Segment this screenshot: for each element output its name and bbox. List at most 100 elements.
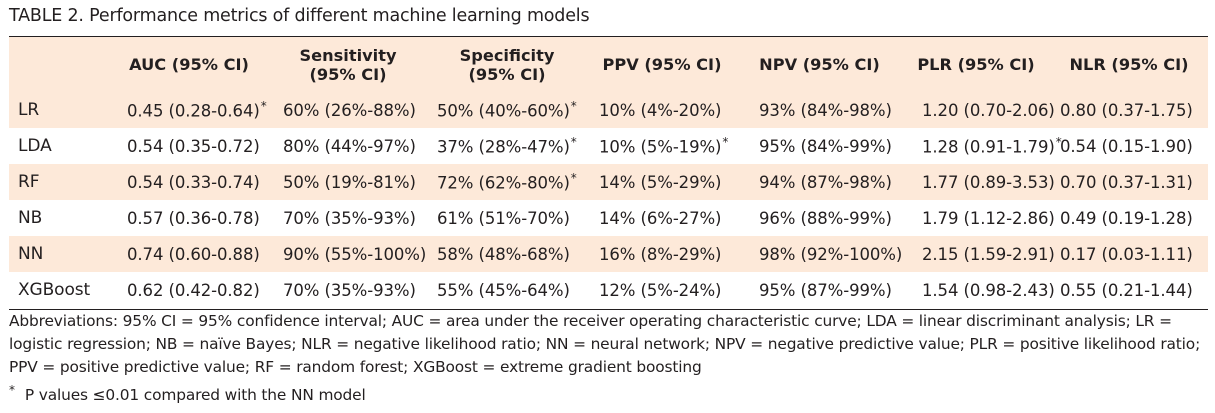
sensitivity-cell: 70% (35%-93%) (269, 200, 427, 236)
row-band (9, 272, 1208, 308)
row-band (9, 236, 1208, 272)
cell-value: 10% (5%-19%) (599, 137, 722, 157)
cell-value: 0.74 (0.60-0.88) (127, 244, 260, 264)
npv-cell: 96% (88%-99%) (737, 200, 902, 236)
cell-value: 95% (84%-99%) (759, 136, 892, 156)
ppv-cell: 12% (5%-24%) (587, 272, 737, 308)
col-header-auc: AUC (95% CI) (129, 55, 249, 74)
cell-value: 12% (5%-24%) (599, 280, 722, 300)
model-name-cell: NN (18, 244, 44, 264)
header-row: AUC (95% CI) Sensitivity (95% CI) Specifi… (9, 37, 1208, 92)
table-footnotes: Abbreviations: 95% CI = 95% confidence i… (9, 310, 1214, 407)
cell-value: 0.54 (0.33-0.74) (127, 172, 260, 192)
npv-cell: 98% (92%-100%) (737, 236, 902, 272)
cell-value: 61% (51%-70%) (437, 208, 570, 228)
cell-value: 1.79 (1.12-2.86) (922, 208, 1055, 228)
cell-value: 70% (35%-93%) (283, 280, 416, 300)
specificity-cell: 72% (62%-80%)* (427, 164, 587, 200)
cell-value: 0.55 (0.21-1.44) (1060, 280, 1193, 300)
nlr-cell: 0.17 (0.03-1.11) (1050, 236, 1208, 272)
npv-cell: 94% (87%-98%) (737, 164, 902, 200)
row-band (9, 128, 1208, 164)
nlr-cell: 0.49 (0.19-1.28) (1050, 200, 1208, 236)
cell-value: 37% (28%-47%) (437, 137, 570, 157)
specificity-cell: 37% (28%-47%)* (427, 128, 587, 164)
ppv-cell: 14% (6%-27%) (587, 200, 737, 236)
cell-value: 0.57 (0.36-0.78) (127, 208, 260, 228)
ppv-cell: 10% (4%-20%) (587, 92, 737, 128)
col-header-model (9, 37, 109, 92)
cell-value: 50% (40%-60%) (437, 101, 570, 121)
table-row: LR 0.45 (0.28-0.64)* 60% (26%-88%) 50% (40%… (9, 92, 1208, 128)
model-name-cell: LDA (18, 136, 52, 156)
cell-value: 2.15 (1.59-2.91) (922, 244, 1055, 264)
cell-value: 72% (62%-80%) (437, 173, 570, 193)
cell-value: 0.70 (0.37-1.31) (1060, 172, 1193, 192)
cell-value: 0.49 (0.19-1.28) (1060, 208, 1193, 228)
table-row: NN 0.74 (0.60-0.88) 90% (55%-100%) 58% (48%… (9, 236, 1208, 272)
nlr-cell: 0.70 (0.37-1.31) (1050, 164, 1208, 200)
cell-value: 0.17 (0.03-1.11) (1060, 244, 1193, 264)
cell-value: 16% (8%-29%) (599, 244, 722, 264)
plr-cell: 1.79 (1.12-2.86) (902, 200, 1055, 236)
ppv-cell: 10% (5%-19%)* (587, 128, 737, 164)
auc-cell: 0.57 (0.36-0.78) (109, 200, 269, 236)
col-header-plr: PLR (95% CI) (917, 55, 1035, 74)
table-row: LDA 0.54 (0.35-0.72) 80% (44%-97%) 37% (28%… (9, 128, 1208, 164)
auc-cell: 0.54 (0.33-0.74) (109, 164, 269, 200)
sensitivity-cell: 60% (26%-88%) (269, 92, 427, 128)
table-row: XGBoost 0.62 (0.42-0.82) 70% (35%-93%) 55% … (9, 272, 1208, 308)
table-title: Performance metrics of different machine… (89, 6, 590, 26)
sensitivity-cell: 80% (44%-97%) (269, 128, 427, 164)
model-name-cell: RF (18, 172, 40, 192)
cell-value: 1.54 (0.98-2.43) (922, 280, 1055, 300)
cell-value: 93% (84%-98%) (759, 100, 892, 120)
specificity-cell: 50% (40%-60%)* (427, 92, 587, 128)
col-header-specificity: Specificity (95% CI) (459, 45, 555, 84)
row-band (9, 200, 1208, 236)
plr-cell: 1.28 (0.91-1.79)* (902, 128, 1062, 164)
cell-value: 14% (6%-27%) (599, 208, 722, 228)
col-header-npv: NPV (95% CI) (759, 55, 880, 74)
cell-value: 95% (87%-99%) (759, 280, 892, 300)
col-header-sensitivity: Sensitivity (95% CI) (299, 45, 397, 84)
plr-cell: 1.20 (0.70-2.06) (902, 92, 1055, 128)
cell-value: 14% (5%-29%) (599, 172, 722, 192)
cell-value: 90% (55%-100%) (283, 244, 427, 264)
sensitivity-cell: 50% (19%-81%) (269, 164, 427, 200)
npv-cell: 95% (84%-99%) (737, 128, 902, 164)
specificity-cell: 58% (48%-68%) (427, 236, 587, 272)
cell-value: 50% (19%-81%) (283, 172, 416, 192)
col-header-nlr: NLR (95% CI) (1069, 55, 1189, 74)
plr-cell: 1.54 (0.98-2.43) (902, 272, 1055, 308)
auc-cell: 0.62 (0.42-0.82) (109, 272, 269, 308)
significance-marker: * (1055, 135, 1062, 150)
cell-value: 98% (92%-100%) (759, 244, 903, 264)
sensitivity-cell: 70% (35%-93%) (269, 272, 427, 308)
ppv-cell: 16% (8%-29%) (587, 236, 737, 272)
cell-value: 0.45 (0.28-0.64) (127, 101, 260, 121)
asterisk-symbol: * (9, 383, 15, 397)
model-name-cell: XGBoost (18, 280, 91, 300)
cell-value: 0.80 (0.37-1.75) (1060, 100, 1193, 120)
cell-value: 0.62 (0.42-0.82) (127, 280, 260, 300)
ppv-cell: 14% (5%-29%) (587, 164, 737, 200)
npv-cell: 95% (87%-99%) (737, 272, 902, 308)
table-row: NB 0.57 (0.36-0.78) 70% (35%-93%) 61% (51%-… (9, 200, 1208, 236)
significance-marker: * (260, 99, 267, 114)
cell-value: 1.77 (0.89-3.53) (922, 172, 1055, 192)
cell-value: 80% (44%-97%) (283, 136, 416, 156)
significance-marker: * (570, 171, 577, 186)
sensitivity-cell: 90% (55%-100%) (269, 236, 427, 272)
metrics-table-container: AUC (95% CI) Sensitivity (95% CI) Specifi… (9, 36, 1208, 310)
significance-marker: * (722, 135, 729, 150)
cell-value: 60% (26%-88%) (283, 100, 416, 120)
plr-cell: 1.77 (0.89-3.53) (902, 164, 1055, 200)
nlr-cell: 0.55 (0.21-1.44) (1050, 272, 1208, 308)
cell-value: 1.20 (0.70-2.06) (922, 100, 1055, 120)
cell-value: 10% (4%-20%) (599, 100, 722, 120)
header-background (9, 37, 1208, 92)
cell-value: 55% (45%-64%) (437, 280, 570, 300)
nlr-cell: 0.54 (0.15-1.90) (1050, 128, 1208, 164)
col-header-ppv: PPV (95% CI) (602, 55, 722, 74)
